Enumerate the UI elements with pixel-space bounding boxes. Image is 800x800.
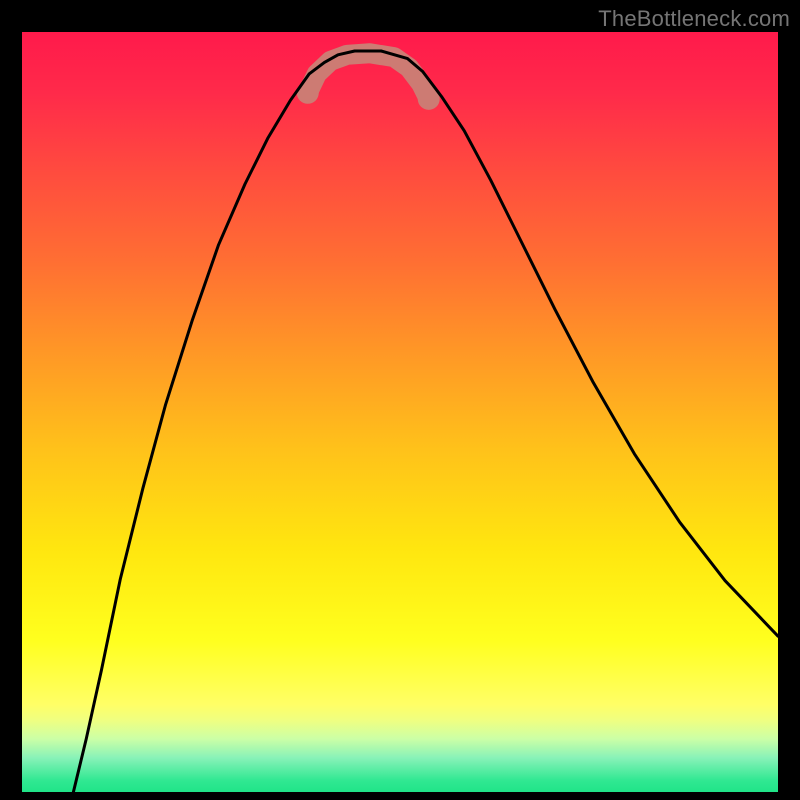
- bottleneck-curve-chart: [0, 0, 800, 800]
- watermark-text: TheBottleneck.com: [598, 6, 790, 32]
- chart-stage: TheBottleneck.com: [0, 0, 800, 800]
- gradient-background: [22, 32, 778, 792]
